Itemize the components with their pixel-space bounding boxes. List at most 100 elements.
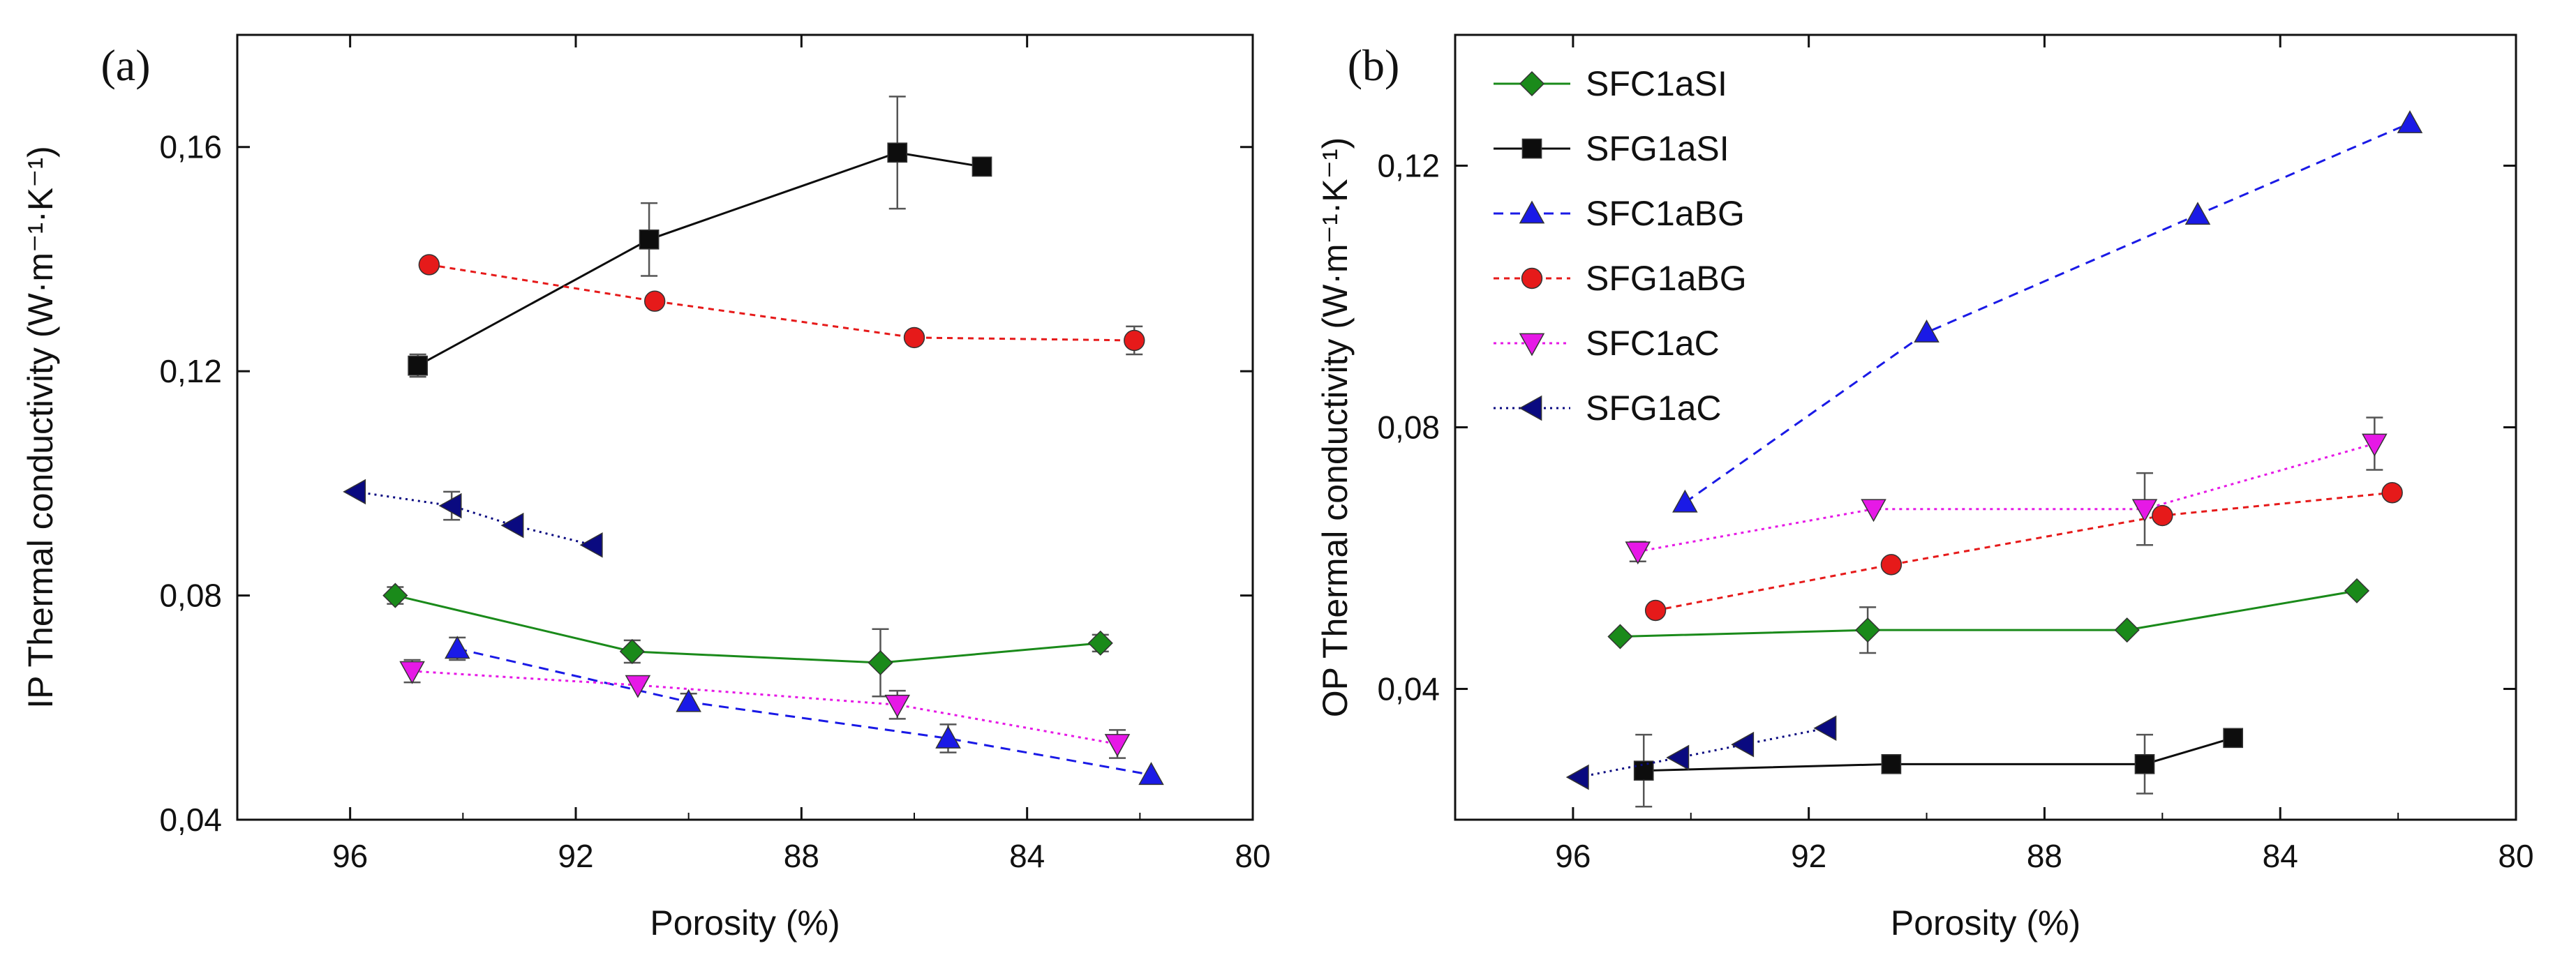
data-point xyxy=(1087,630,1113,656)
legend: SFC1aSI SFG1aSI SFC1aBG SFG1aBG SFC1aC SFG1aC xyxy=(1494,64,1747,428)
series-SFC1aC xyxy=(399,659,1131,759)
data-point xyxy=(1666,744,1690,771)
data-point xyxy=(643,290,666,312)
data-point xyxy=(1607,624,1633,649)
y-axis-title: IP Thermal conductivity (W·m⁻¹·K⁻¹) xyxy=(21,146,60,709)
panel-label: (a) xyxy=(100,40,150,90)
data-point xyxy=(418,254,440,276)
x-tick-label: 88 xyxy=(2027,838,2062,874)
legend-label: SFC1aBG xyxy=(1586,194,1745,233)
series-line xyxy=(1655,491,2392,612)
data-point xyxy=(2397,110,2423,133)
data-point xyxy=(1565,764,1589,790)
x-tick-label: 92 xyxy=(558,838,593,874)
data-point xyxy=(1881,753,1902,774)
data-point xyxy=(639,229,660,250)
legend-label: SFG1aBG xyxy=(1586,259,1747,298)
legend-label: SFG1aC xyxy=(1586,389,1722,428)
y-tick-label: 0,12 xyxy=(159,353,222,389)
series-SFG1aBG xyxy=(1644,482,2403,622)
series-line xyxy=(1579,727,1827,779)
data-point xyxy=(2114,617,2140,643)
series-SFG1aSI xyxy=(408,96,992,378)
y-tick-label: 0,04 xyxy=(159,802,222,838)
data-point xyxy=(868,649,893,676)
data-point xyxy=(2362,433,2388,457)
data-point xyxy=(1914,320,1940,343)
data-point xyxy=(935,725,961,749)
data-point xyxy=(1813,715,1837,742)
legend-marker xyxy=(1521,267,1543,290)
series-line xyxy=(417,151,983,367)
data-point xyxy=(399,661,425,684)
data-point xyxy=(1672,489,1698,513)
series-SFG1aC xyxy=(343,479,603,558)
series-SFC1aBG xyxy=(444,636,1164,786)
data-point xyxy=(2152,504,2173,527)
data-point xyxy=(444,636,470,659)
legend-label: SFC1aSI xyxy=(1586,64,1727,103)
series-SFG1aBG xyxy=(418,254,1145,356)
data-point xyxy=(625,675,651,698)
legend-marker xyxy=(1519,70,1545,97)
data-point xyxy=(2223,728,2244,749)
series-SFG1aC xyxy=(1565,715,1837,790)
legend-marker xyxy=(1519,395,1542,421)
legend-label: SFG1aSI xyxy=(1586,129,1729,168)
panel-label: (b) xyxy=(1348,40,1400,90)
series-SFC1aBG xyxy=(1672,110,2423,513)
x-tick-label: 96 xyxy=(1555,838,1591,874)
y-tick-label: 0,08 xyxy=(1377,410,1440,446)
x-axis-title: Porosity (%) xyxy=(1891,903,2080,942)
plot-frame xyxy=(236,33,1254,821)
chart-panel-b: 96 92 88 84 80 0,04 0,08 0,12 Porosity (%) OP The… xyxy=(1316,33,2534,942)
series-SFC1aSI xyxy=(382,583,1113,698)
data-point xyxy=(1861,499,1886,523)
y-tick-label: 0,12 xyxy=(1377,148,1440,184)
x-tick-label: 96 xyxy=(332,838,368,874)
chart-panel-a: 96 92 88 84 80 0,04 0,08 0,12 0,16 Porosity (%) IP… xyxy=(21,33,1271,942)
data-point xyxy=(619,638,645,664)
data-point xyxy=(438,493,462,519)
data-point xyxy=(1625,541,1651,565)
legend-label: SFC1aC xyxy=(1586,324,1720,363)
data-point xyxy=(343,479,366,505)
series-line xyxy=(394,594,1101,664)
y-axis-title: OP Thermal conductivity (W·m⁻¹·K⁻¹) xyxy=(1316,137,1355,718)
series-SFC1aC xyxy=(1625,416,2388,565)
x-tick-label: 92 xyxy=(1791,838,1826,874)
data-point xyxy=(884,694,911,718)
series-line xyxy=(1684,122,2411,504)
legend-marker xyxy=(1521,138,1542,159)
data-point xyxy=(2381,482,2403,504)
data-point xyxy=(1138,762,1164,786)
data-point xyxy=(1880,554,1903,576)
x-tick-label: 84 xyxy=(1009,838,1045,874)
y-tick-label: 0,04 xyxy=(1377,671,1440,707)
data-point xyxy=(382,583,408,608)
data-point xyxy=(1104,734,1131,758)
data-point xyxy=(1633,760,1654,781)
series-line xyxy=(1644,737,2234,772)
x-tick-label: 84 xyxy=(2263,838,2298,874)
data-point xyxy=(887,142,908,163)
y-tick-label: 0,08 xyxy=(159,578,222,614)
legend-marker xyxy=(1519,333,1545,356)
series-SFG1aSI xyxy=(1633,728,2244,808)
data-point xyxy=(2134,753,2155,774)
data-point xyxy=(2131,499,2158,523)
series-line xyxy=(429,263,1135,342)
x-tick-label: 80 xyxy=(1235,838,1270,874)
legend-marker xyxy=(1519,200,1545,224)
data-point xyxy=(408,355,429,376)
data-point xyxy=(903,326,925,349)
series-line xyxy=(355,490,593,546)
series-line xyxy=(456,647,1152,776)
series-line xyxy=(412,670,1118,745)
data-point xyxy=(1124,329,1145,352)
data-point xyxy=(500,512,524,539)
data-point xyxy=(971,156,992,177)
data-point xyxy=(1644,599,1667,622)
data-point xyxy=(676,689,701,712)
